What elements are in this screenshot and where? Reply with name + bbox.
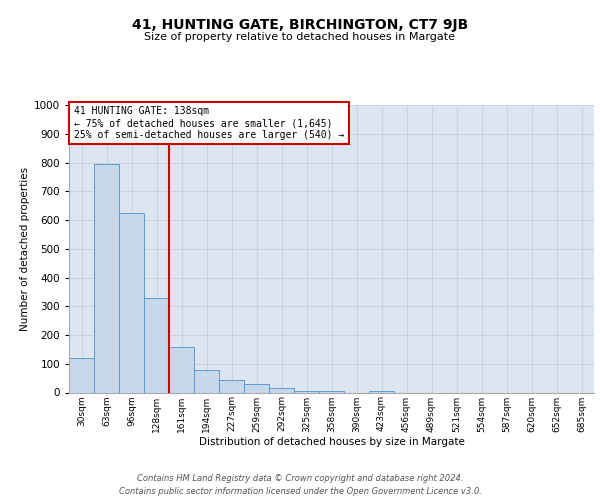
X-axis label: Distribution of detached houses by size in Margate: Distribution of detached houses by size … — [199, 437, 464, 447]
Text: Contains public sector information licensed under the Open Government Licence v3: Contains public sector information licen… — [119, 487, 481, 496]
Bar — [369, 391, 394, 392]
Bar — [94, 164, 119, 392]
Bar — [144, 298, 169, 392]
Bar — [269, 388, 294, 392]
Text: Size of property relative to detached houses in Margate: Size of property relative to detached ho… — [145, 32, 455, 42]
Text: Contains HM Land Registry data © Crown copyright and database right 2024.: Contains HM Land Registry data © Crown c… — [137, 474, 463, 483]
Bar — [219, 380, 244, 392]
Bar — [244, 384, 269, 392]
Text: 41, HUNTING GATE, BIRCHINGTON, CT7 9JB: 41, HUNTING GATE, BIRCHINGTON, CT7 9JB — [132, 18, 468, 32]
Bar — [194, 370, 219, 392]
Y-axis label: Number of detached properties: Number of detached properties — [20, 166, 29, 331]
Text: 41 HUNTING GATE: 138sqm
← 75% of detached houses are smaller (1,645)
25% of semi: 41 HUNTING GATE: 138sqm ← 75% of detache… — [74, 106, 344, 140]
Bar — [319, 391, 344, 392]
Bar — [69, 358, 94, 392]
Bar — [294, 391, 319, 392]
Bar — [119, 213, 144, 392]
Bar — [169, 346, 194, 393]
